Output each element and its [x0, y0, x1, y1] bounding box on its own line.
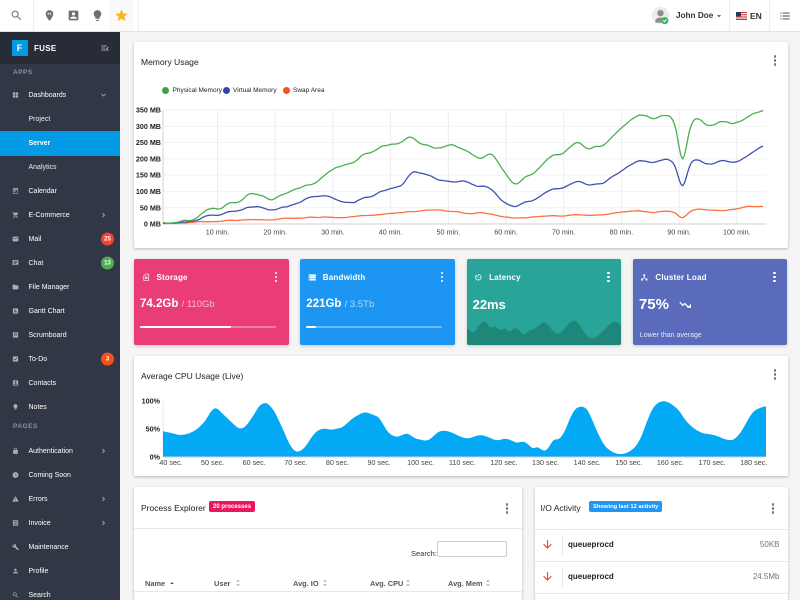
- svg-text:0%: 0%: [150, 453, 161, 462]
- svg-text:40 min.: 40 min.: [379, 228, 403, 237]
- svg-text:200 MB: 200 MB: [136, 155, 161, 164]
- svg-text:300 MB: 300 MB: [136, 122, 161, 131]
- svg-text:20 min.: 20 min.: [263, 228, 287, 237]
- svg-text:100 min.: 100 min.: [723, 228, 751, 237]
- svg-text:30 min.: 30 min.: [321, 228, 345, 237]
- svg-text:40 sec.: 40 sec.: [159, 458, 182, 467]
- svg-text:160 sec.: 160 sec.: [657, 458, 684, 467]
- svg-text:70 min.: 70 min.: [552, 228, 576, 237]
- svg-text:100 MB: 100 MB: [136, 187, 161, 196]
- svg-text:80 min.: 80 min.: [610, 228, 634, 237]
- svg-text:50 MB: 50 MB: [140, 203, 161, 212]
- svg-text:100 sec.: 100 sec.: [407, 458, 434, 467]
- svg-text:350 MB: 350 MB: [136, 106, 161, 115]
- svg-text:0 MB: 0 MB: [144, 220, 161, 229]
- svg-text:150 sec.: 150 sec.: [615, 458, 642, 467]
- svg-text:110 sec.: 110 sec.: [449, 458, 476, 467]
- svg-text:60 sec.: 60 sec.: [243, 458, 266, 467]
- svg-text:90 min.: 90 min.: [667, 228, 691, 237]
- svg-text:50 sec.: 50 sec.: [201, 458, 224, 467]
- svg-text:100%: 100%: [142, 397, 161, 406]
- svg-text:130 sec.: 130 sec.: [532, 458, 559, 467]
- svg-text:120 sec.: 120 sec.: [490, 458, 517, 467]
- svg-text:80 sec.: 80 sec.: [326, 458, 349, 467]
- svg-text:70 sec.: 70 sec.: [284, 458, 307, 467]
- svg-text:250 MB: 250 MB: [136, 138, 161, 147]
- svg-text:10 min.: 10 min.: [206, 228, 230, 237]
- svg-text:180 sec.: 180 sec.: [740, 458, 767, 467]
- svg-text:170 sec.: 170 sec.: [699, 458, 726, 467]
- svg-text:90 sec.: 90 sec.: [368, 458, 391, 467]
- svg-text:50%: 50%: [146, 425, 161, 434]
- svg-text:50 min.: 50 min.: [437, 228, 461, 237]
- svg-text:60 min.: 60 min.: [494, 228, 518, 237]
- svg-text:140 sec.: 140 sec.: [574, 458, 601, 467]
- svg-text:150 MB: 150 MB: [136, 171, 161, 180]
